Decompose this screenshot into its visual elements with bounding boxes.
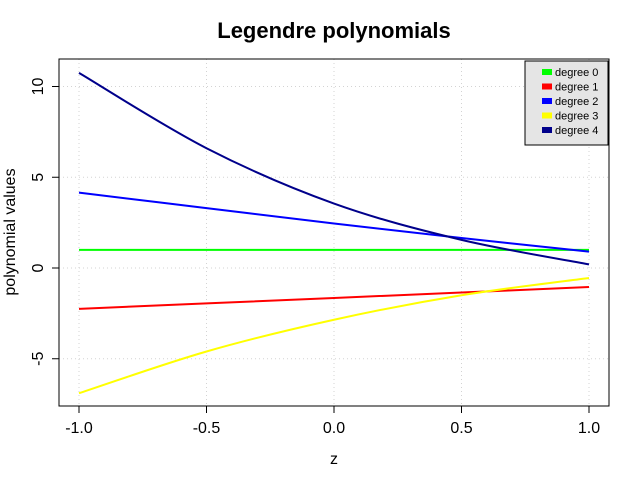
legend-swatch: [542, 83, 552, 90]
series-lines: [78, 72, 590, 395]
series-line-degree-4: [78, 72, 590, 266]
legend: degree 0 degree 1 degree 2 degree 3 degree 4: [524, 60, 609, 146]
legend-entry-label: degree 1: [555, 82, 598, 94]
series-line-degree-2: [78, 191, 590, 253]
chart-title: Legendre polynomials: [217, 18, 451, 43]
legend-box: [524, 60, 609, 146]
y-axis: -5 0 5 10: [30, 78, 59, 366]
series-line-degree-1: [78, 286, 590, 310]
x-tick-label: 1.0: [578, 420, 600, 437]
y-tick-label: 10: [30, 78, 47, 96]
x-tick-label: -1.0: [65, 420, 93, 437]
legend-swatch: [542, 69, 552, 75]
x-axis-label: z: [330, 451, 338, 468]
legend-entry-label: degree 4: [555, 125, 598, 137]
y-tick-label: -5: [30, 352, 47, 366]
x-axis: -1.0 -0.5 0.0 0.5 1.0: [65, 406, 600, 437]
x-tick-label: 0.5: [450, 420, 472, 437]
x-tick-label: 0.0: [323, 420, 345, 437]
y-tick-label: 5: [30, 173, 47, 182]
legend-entry-label: degree 3: [555, 111, 598, 123]
legend-swatch: [542, 98, 552, 104]
legend-swatch: [542, 127, 552, 133]
legend-entry-label: degree 0: [555, 67, 598, 79]
legend-swatch: [542, 112, 552, 119]
series-line-degree-3: [78, 276, 590, 395]
legend-entry-label: degree 2: [555, 96, 598, 108]
x-tick-label: -0.5: [193, 420, 221, 437]
y-tick-label: 0: [30, 263, 47, 272]
y-axis-label: polynomial values: [2, 168, 19, 295]
